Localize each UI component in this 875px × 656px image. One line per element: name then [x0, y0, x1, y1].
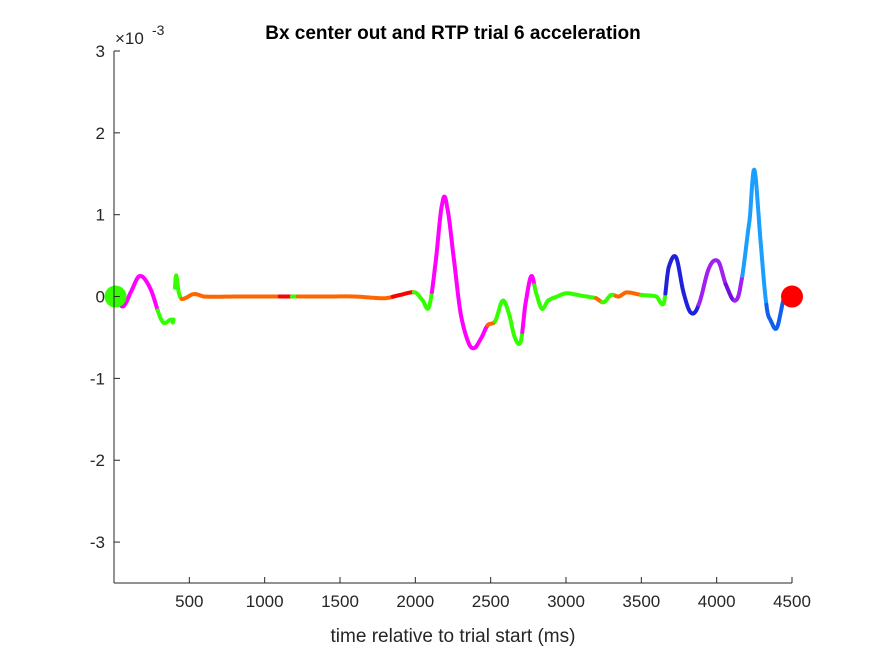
- series-segment: [663, 254, 701, 316]
- y-tick-label: 3: [96, 42, 105, 61]
- series-segment: [764, 294, 787, 331]
- x-tick-label: 1500: [321, 592, 359, 611]
- y-tick-label: 1: [96, 206, 105, 225]
- series-segment: [493, 298, 525, 346]
- y-exponent-power: -3: [152, 22, 165, 38]
- series-segment: [295, 294, 395, 301]
- x-tick-label: 4500: [773, 592, 811, 611]
- y-ticks: -3 -2 -1 0 1 2 3: [90, 42, 120, 552]
- series-segment: [179, 292, 282, 301]
- series-segment: [639, 291, 668, 307]
- y-tick-label: -2: [90, 451, 105, 470]
- series-segment: [411, 290, 434, 311]
- y-tick-label: -3: [90, 533, 105, 552]
- end-marker: [781, 285, 803, 308]
- series-segment: [520, 274, 537, 334]
- x-axis-label: time relative to trial start (ms): [331, 626, 576, 647]
- x-tick-label: 500: [175, 592, 203, 611]
- axes: [113, 51, 792, 584]
- x-tick-label: 2500: [472, 592, 510, 611]
- y-exponent-base: ×10: [115, 29, 144, 48]
- y-tick-label: -1: [90, 369, 105, 388]
- x-tick-label: 3500: [622, 592, 660, 611]
- chart-title: Bx center out and RTP trial 6 accelerati…: [265, 23, 641, 44]
- y-exponent: ×10 -3: [115, 22, 165, 48]
- series-segment: [121, 274, 160, 313]
- series-segment: [613, 290, 644, 299]
- series-segment: [732, 274, 745, 303]
- series-segment: [600, 292, 618, 305]
- x-tick-label: 2000: [396, 592, 434, 611]
- series-segment: [390, 290, 416, 299]
- x-tick-label: 3000: [547, 592, 585, 611]
- series-segment: [696, 258, 728, 307]
- y-tick-label: 0: [96, 288, 105, 307]
- x-ticks: 500 1000 1500 2000 2500 3000 3500 4000 4500: [175, 577, 811, 611]
- series-segment: [155, 308, 176, 326]
- series-segment: [429, 194, 490, 351]
- series-segment: [532, 283, 599, 311]
- x-tick-label: 4000: [698, 592, 736, 611]
- series-segment: [740, 167, 769, 307]
- plot-area: [104, 167, 803, 351]
- x-tick-label: 1000: [246, 592, 284, 611]
- y-tick-label: 2: [96, 124, 105, 143]
